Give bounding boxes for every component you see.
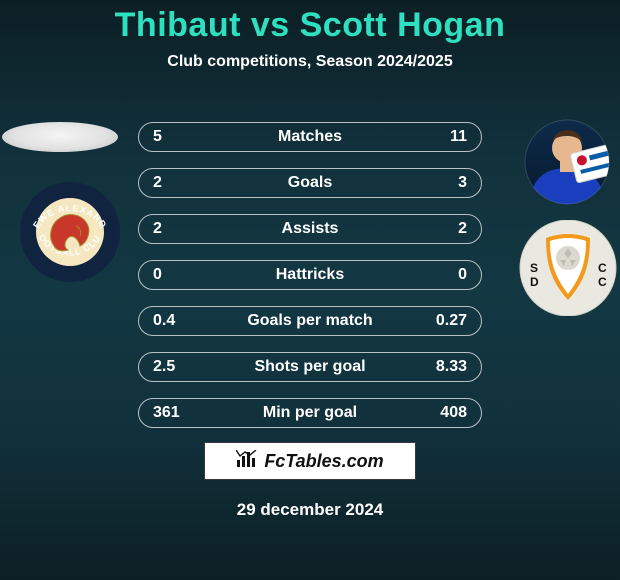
club-badge-right: S C D C	[518, 220, 618, 316]
svg-text:D: D	[530, 275, 539, 289]
stat-left: 2.5	[153, 358, 193, 376]
stat-label: Min per goal	[193, 404, 427, 422]
stat-row-shots-per-goal: 2.5 Shots per goal 8.33	[138, 352, 482, 382]
stat-left: 361	[153, 404, 193, 422]
stat-row-matches: 5 Matches 11	[138, 122, 482, 152]
stat-right: 0	[427, 266, 467, 284]
stat-row-goals: 2 Goals 3	[138, 168, 482, 198]
player-left-avatar	[2, 122, 118, 152]
branding-box: FcTables.com	[204, 442, 416, 480]
svg-text:C: C	[598, 275, 607, 289]
stat-label: Matches	[193, 128, 427, 146]
bar-chart-icon	[236, 450, 258, 473]
stat-label: Goals	[193, 174, 427, 192]
stat-row-min-per-goal: 361 Min per goal 408	[138, 398, 482, 428]
club-badge-left: CREWE ALEXANDRA FOOTBALL CLUB	[20, 178, 120, 286]
stat-right: 408	[427, 404, 467, 422]
stat-label: Goals per match	[193, 312, 427, 330]
stats-container: 5 Matches 11 2 Goals 3 2 Assists 2 0 Hat…	[138, 122, 482, 444]
stat-right: 3	[427, 174, 467, 192]
stat-left: 2	[153, 220, 193, 238]
stat-left: 2	[153, 174, 193, 192]
svg-text:C: C	[598, 261, 607, 275]
svg-text:S: S	[530, 261, 538, 275]
stat-label: Shots per goal	[193, 358, 427, 376]
stat-right: 2	[427, 220, 467, 238]
player-right-avatar	[516, 118, 618, 206]
date-label: 29 december 2024	[0, 500, 620, 520]
stat-left: 0.4	[153, 312, 193, 330]
stat-row-assists: 2 Assists 2	[138, 214, 482, 244]
stat-left: 0	[153, 266, 193, 284]
stat-right: 0.27	[427, 312, 467, 330]
stat-row-goals-per-match: 0.4 Goals per match 0.27	[138, 306, 482, 336]
stat-right: 8.33	[427, 358, 467, 376]
stat-label: Assists	[193, 220, 427, 238]
stat-row-hattricks: 0 Hattricks 0	[138, 260, 482, 290]
page-title: Thibaut vs Scott Hogan	[0, 0, 620, 45]
stat-right: 11	[427, 128, 467, 146]
stat-label: Hattricks	[193, 266, 427, 284]
subtitle: Club competitions, Season 2024/2025	[0, 53, 620, 71]
branding-label: FcTables.com	[264, 451, 383, 472]
stat-left: 5	[153, 128, 193, 146]
